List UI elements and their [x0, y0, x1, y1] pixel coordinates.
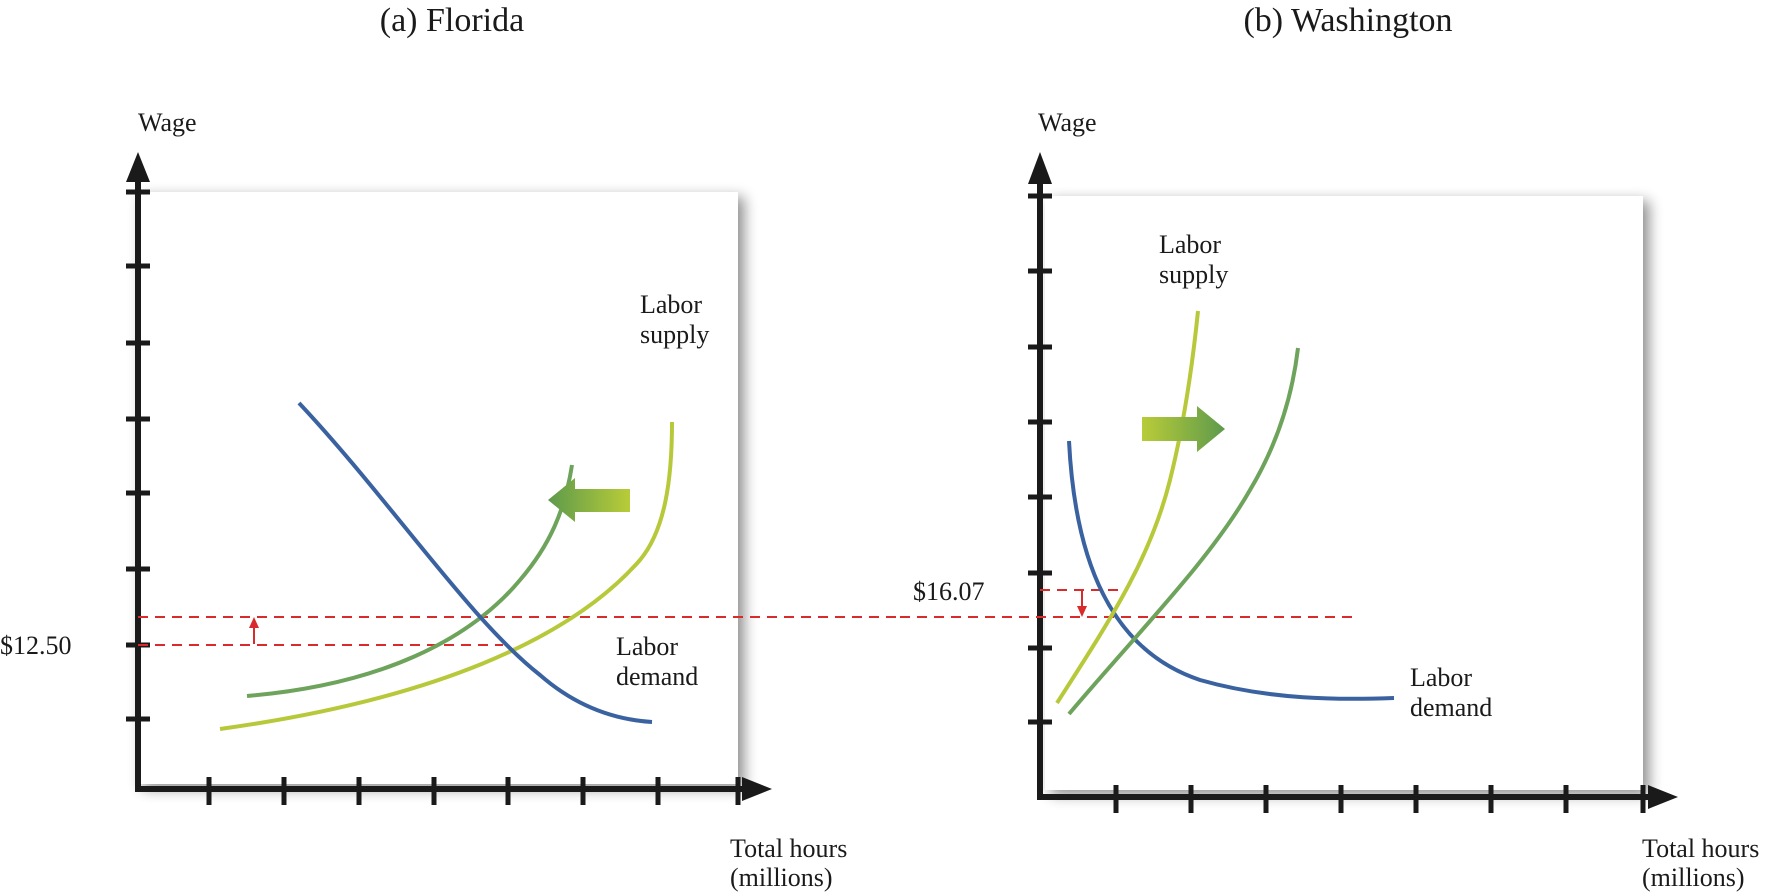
shifted-labor-supply-curve [1067, 347, 1300, 716]
y-axis-label: Wage [1038, 108, 1097, 137]
x-axis-label-line2: (millions) [1642, 863, 1745, 892]
demand-label-line2: demand [1410, 693, 1492, 722]
shifted-labor-supply-curve [246, 464, 574, 698]
axes [135, 182, 746, 792]
wage-decrease-arrow [1077, 591, 1087, 617]
labor-demand-curve [297, 401, 653, 724]
labor-demand-curve [1067, 440, 1395, 701]
original-labor-supply-curve [219, 421, 674, 731]
x-axis-label-line1: Total hours [730, 834, 847, 863]
x-axis-arrowhead [1648, 785, 1678, 809]
supply-shift-right-arrow [1142, 406, 1225, 452]
x-axis-ticks [206, 777, 741, 805]
y-axis-arrowhead [126, 152, 150, 182]
panel-florida: (a) Florida Wage [0, 2, 900, 892]
original-labor-supply-curve [1055, 310, 1200, 705]
demand-label-line1: Labor [1410, 663, 1472, 692]
price-label: $16.07 [913, 577, 985, 606]
x-axis-ticks [1113, 785, 1646, 813]
panel-title: (b) Washington [1243, 2, 1452, 39]
price-label: $12.50 [0, 631, 72, 660]
panel-title: (a) Florida [380, 2, 524, 39]
y-axis-ticks [1028, 193, 1052, 725]
plot-area [1045, 196, 1643, 790]
panel-washington: (b) Washington Wage [900, 2, 1759, 892]
supply-label-line1: Labor [1159, 230, 1221, 259]
demand-label-line1: Labor [616, 632, 678, 661]
plot-area [136, 192, 738, 784]
supply-label-line2: supply [640, 320, 709, 349]
supply-label-line1: Labor [640, 290, 702, 319]
x-axis-label-line2: (millions) [730, 863, 833, 892]
supply-label-line2: supply [1159, 260, 1228, 289]
supply-shift-left-arrow [548, 478, 630, 522]
y-axis-label: Wage [138, 108, 197, 137]
demand-label-line2: demand [616, 662, 698, 691]
y-axis-arrowhead [1028, 152, 1052, 184]
wage-increase-arrow [249, 617, 259, 644]
x-axis-label-line1: Total hours [1642, 834, 1759, 863]
x-axis-arrowhead [742, 777, 772, 801]
